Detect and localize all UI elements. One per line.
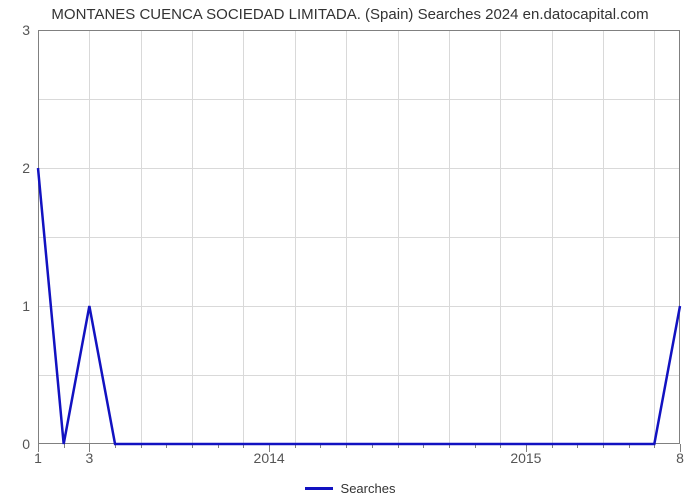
chart-title: MONTANES CUENCA SOCIEDAD LIMITADA. (Spai… xyxy=(0,6,700,23)
y-tick-label: 2 xyxy=(22,160,30,176)
line-series xyxy=(38,30,680,444)
y-tick-label: 3 xyxy=(22,22,30,38)
y-tick-label: 1 xyxy=(22,298,30,314)
x-tick-minor xyxy=(64,444,65,448)
legend-label: Searches xyxy=(341,481,396,496)
x-tick-label: 2015 xyxy=(510,450,541,466)
chart-plot-area: 012313201420158 xyxy=(38,30,680,444)
legend-item-searches: Searches xyxy=(305,481,396,496)
y-tick-label: 0 xyxy=(22,436,30,452)
series-line xyxy=(38,168,680,444)
x-tick-label: 2014 xyxy=(254,450,285,466)
x-tick-label: 3 xyxy=(85,450,93,466)
x-tick-label: 8 xyxy=(676,450,684,466)
legend-swatch xyxy=(305,487,333,490)
chart-legend: Searches xyxy=(0,478,700,496)
x-tick-label: 1 xyxy=(34,450,42,466)
